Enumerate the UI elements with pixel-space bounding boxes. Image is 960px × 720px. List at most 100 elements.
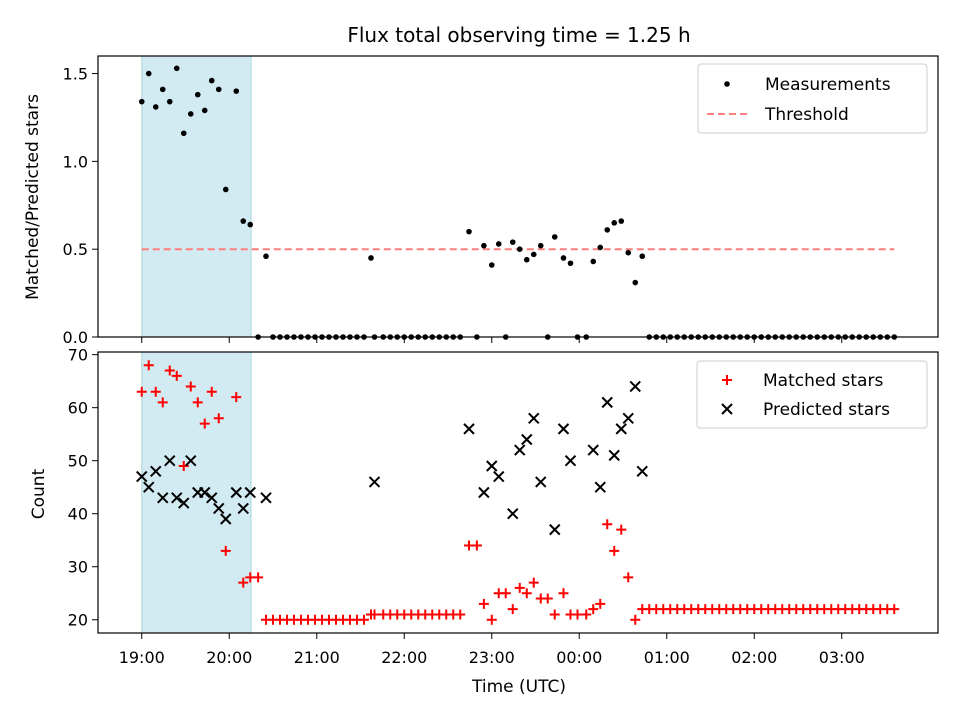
ratio-panel: 0.0 0.5 1.0 1.5 Measurements Threshold bbox=[63, 55, 939, 347]
predicted-star-point bbox=[244, 486, 256, 499]
measurement-point bbox=[639, 253, 646, 260]
predicted-star-point bbox=[615, 423, 627, 435]
predicted-star-point bbox=[237, 502, 249, 515]
matched-star-point bbox=[514, 582, 525, 593]
measurement-point bbox=[233, 88, 240, 94]
legend-label-matched: Matched stars bbox=[763, 371, 883, 391]
predicted-star-point bbox=[463, 423, 475, 435]
predicted-star-point bbox=[528, 412, 540, 424]
predicted-star-point bbox=[557, 423, 570, 435]
matched-star-point bbox=[178, 460, 189, 471]
y-tick-label: 50 bbox=[68, 452, 88, 471]
matched-star-point bbox=[549, 609, 560, 620]
legend-label-measurements: Measurements bbox=[765, 75, 891, 95]
count-y-axis-label: Count bbox=[29, 468, 49, 519]
matched-star-point bbox=[143, 360, 154, 371]
predicted-star-point bbox=[206, 492, 218, 504]
matched-star-point bbox=[602, 519, 613, 530]
legend-label-threshold: Threshold bbox=[764, 105, 849, 125]
legend-measurement-marker bbox=[724, 81, 730, 87]
matched-star-point bbox=[609, 545, 620, 556]
y-tick-label: 0.5 bbox=[63, 240, 88, 259]
measurement-point bbox=[560, 255, 567, 261]
measurement-point bbox=[152, 104, 159, 110]
measurement-point bbox=[215, 86, 222, 93]
y-tick-label: 0.0 bbox=[63, 328, 88, 347]
axes-frame bbox=[97, 55, 939, 338]
y-tick-label: 40 bbox=[68, 505, 88, 524]
matched-star-point bbox=[889, 604, 900, 615]
x-tick-label: 21:00 bbox=[294, 648, 340, 667]
matched-star-point bbox=[185, 381, 196, 392]
predicted-star-point bbox=[594, 481, 606, 493]
measurement-point bbox=[604, 227, 611, 233]
predicted-star-point bbox=[185, 454, 197, 467]
matched-star-point bbox=[157, 397, 168, 408]
matched-star-point bbox=[500, 588, 511, 599]
predicted-star-point bbox=[368, 476, 381, 488]
y-tick-label: 30 bbox=[68, 558, 88, 577]
measurement-point bbox=[222, 186, 229, 193]
predicted-star-point bbox=[601, 396, 613, 409]
predicted-star-point bbox=[199, 486, 211, 499]
measurement-point bbox=[208, 77, 215, 84]
measurement-point bbox=[530, 251, 537, 258]
measurement-point bbox=[201, 107, 208, 114]
predicted-star-point bbox=[164, 454, 176, 467]
matched-star-point bbox=[359, 614, 369, 625]
predicted-star-point bbox=[535, 476, 547, 488]
matched-star-point bbox=[253, 572, 264, 583]
axes-frame bbox=[97, 351, 939, 634]
measurement-point bbox=[509, 239, 516, 245]
legend-box bbox=[696, 360, 928, 429]
matched-star-point bbox=[486, 614, 497, 625]
matched-star-point bbox=[213, 413, 224, 424]
measurement-point bbox=[194, 91, 201, 98]
measurement-point bbox=[166, 98, 173, 105]
predicted-star-point bbox=[213, 502, 225, 515]
measurement-point bbox=[611, 220, 618, 226]
shaded-interval bbox=[141, 55, 252, 338]
matched-star-point bbox=[192, 397, 203, 408]
predicted-star-point bbox=[514, 444, 526, 456]
matched-star-point bbox=[581, 609, 592, 620]
x-tick-label: 20:00 bbox=[206, 648, 252, 667]
measurement-point bbox=[537, 242, 544, 249]
measurement-point bbox=[597, 244, 604, 251]
measurement-point bbox=[481, 242, 487, 249]
predicted-star-point bbox=[220, 513, 232, 525]
x-tick-label: 19:00 bbox=[119, 648, 165, 667]
legend-label-predicted: Predicted stars bbox=[763, 400, 890, 420]
x-tick-label: 00:00 bbox=[556, 648, 602, 667]
measurement-point bbox=[145, 70, 152, 77]
matched-star-point bbox=[238, 577, 249, 588]
legend-box bbox=[697, 63, 928, 134]
measurement-point bbox=[488, 262, 495, 268]
matched-star-point bbox=[231, 392, 242, 403]
y-tick-label: 60 bbox=[68, 399, 88, 418]
matched-star-point bbox=[171, 370, 182, 381]
predicted-star-point bbox=[629, 380, 641, 393]
predicted-star-point bbox=[478, 486, 490, 499]
measurement-point bbox=[173, 65, 180, 72]
matched-star-point bbox=[471, 540, 482, 551]
measurement-point bbox=[247, 221, 254, 228]
predicted-star-point bbox=[143, 481, 155, 493]
predicted-star-point bbox=[230, 486, 242, 499]
measurement-point bbox=[187, 111, 194, 117]
matched-star-point bbox=[616, 524, 627, 535]
measurement-point bbox=[632, 279, 639, 286]
predicted-star-point bbox=[564, 454, 577, 467]
measurement-point bbox=[618, 218, 625, 224]
matched-star-point bbox=[630, 614, 641, 625]
matched-star-point bbox=[595, 598, 606, 609]
ratio-y-axis-label: Matched/Predicted stars bbox=[23, 94, 43, 300]
predicted-star-point bbox=[486, 460, 498, 472]
matched-star-point bbox=[206, 386, 217, 397]
matched-star-point bbox=[558, 588, 569, 599]
predicted-star-point bbox=[549, 523, 561, 536]
matched-star-point bbox=[369, 609, 380, 620]
count-legend: Matched stars Predicted stars bbox=[696, 360, 928, 429]
x-tick-label: 23:00 bbox=[469, 648, 515, 667]
